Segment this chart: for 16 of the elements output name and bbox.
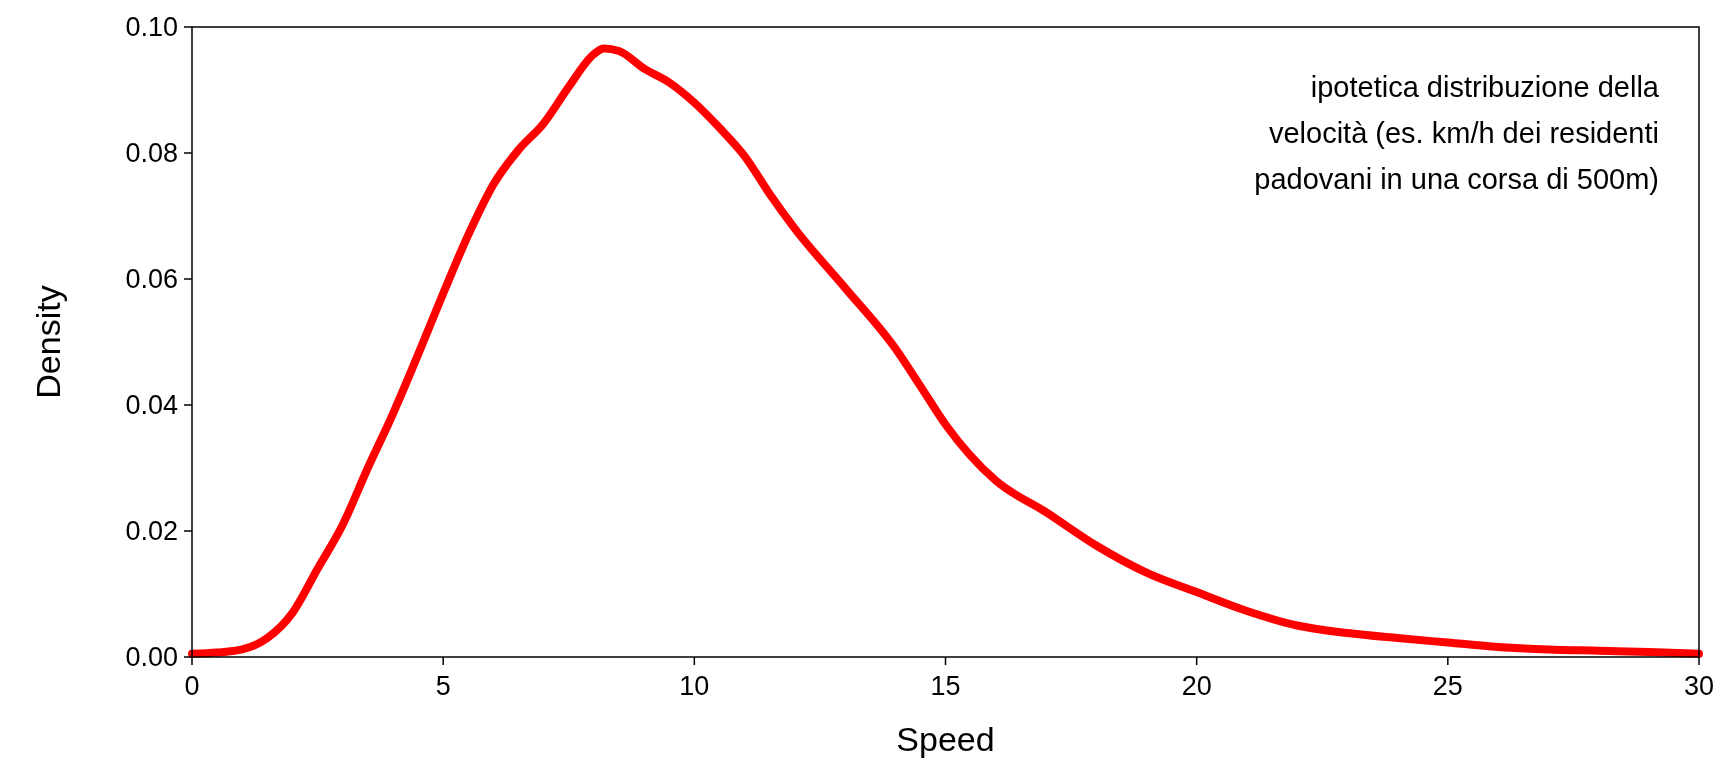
x-axis-title: Speed: [896, 720, 995, 758]
x-tick-label: 0: [184, 671, 200, 701]
x-tick-label: 30: [1683, 671, 1715, 701]
x-tick-label: 25: [1432, 671, 1463, 701]
x-tick-label: 5: [435, 671, 451, 701]
y-tick-label: 0.06: [125, 264, 178, 295]
y-tick-label: 0.10: [125, 12, 178, 43]
y-tick-label: 0.04: [125, 390, 178, 421]
annotation: ipotetica distribuzione della velocità (es. km/h dei residenti padovani in una corsa di 500m): [1254, 71, 1660, 195]
y-axis-title: Density: [29, 285, 67, 399]
y-tick-label: 0.08: [125, 138, 178, 169]
x-tick-label: 15: [930, 671, 961, 701]
x-tick-label: 20: [1181, 671, 1212, 701]
x-tick-label: 10: [679, 671, 710, 701]
y-tick-label: 0.00: [125, 642, 178, 673]
y-tick-label: 0.02: [125, 516, 178, 547]
